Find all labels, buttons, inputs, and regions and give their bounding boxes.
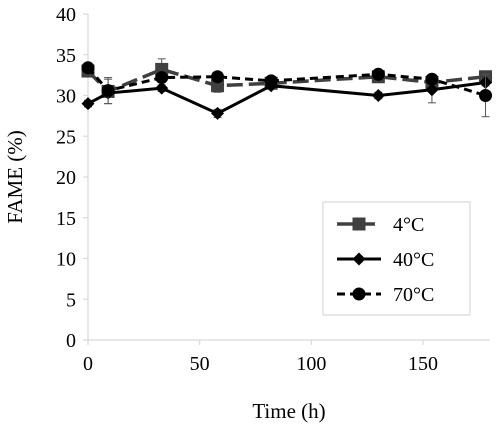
data-point-40c [425,83,439,97]
legend: 4°C 40°C 70°C [322,201,471,316]
y-tick-label: 30 [56,86,76,108]
x-tick-label: 50 [190,353,210,375]
legend-marker [352,217,366,231]
data-point-40c [371,89,385,102]
x-axis-title: Time (h) [252,399,325,423]
data-point-70c [264,74,278,88]
legend-box [322,201,471,316]
data-point-70c [371,67,385,81]
plot-series [81,58,493,120]
data-point-40c [155,81,169,95]
legend-marker [352,287,366,301]
x-tick-label: 0 [83,353,93,375]
y-axis-title: FAME (%) [3,130,27,224]
data-point-40c [211,106,225,120]
data-point-40c [81,97,95,111]
data-point-4c [211,79,225,93]
series-2 [81,61,493,118]
y-tick-label: 20 [56,167,76,189]
legend-label: 40°C [393,249,434,271]
data-point-70c [479,89,493,102]
y-tick-label: 15 [56,208,76,230]
y-tick-label: 10 [56,249,76,271]
legend-marker [352,252,366,266]
y-tick-label: 0 [66,330,76,352]
data-point-70c [101,84,115,98]
y-tick-label: 5 [66,289,76,311]
legend-label: 4°C [393,214,424,236]
y-tick-label: 25 [56,126,76,148]
axes: 0 5 10 15 20 25 30 35 40 0 50 100 150 [56,4,490,375]
legend-label: 70°C [393,284,434,306]
series-line-70c [86,66,486,97]
data-point-70c [155,71,169,85]
data-point-70c [211,70,225,84]
series-line-40c [87,80,486,116]
y-tick-label: 35 [56,45,76,67]
data-point-70c [425,72,439,86]
x-tick-label: 100 [296,353,326,375]
x-tick-label: 150 [408,353,438,375]
data-point-70c [81,61,95,75]
y-tick-label: 40 [56,4,76,26]
